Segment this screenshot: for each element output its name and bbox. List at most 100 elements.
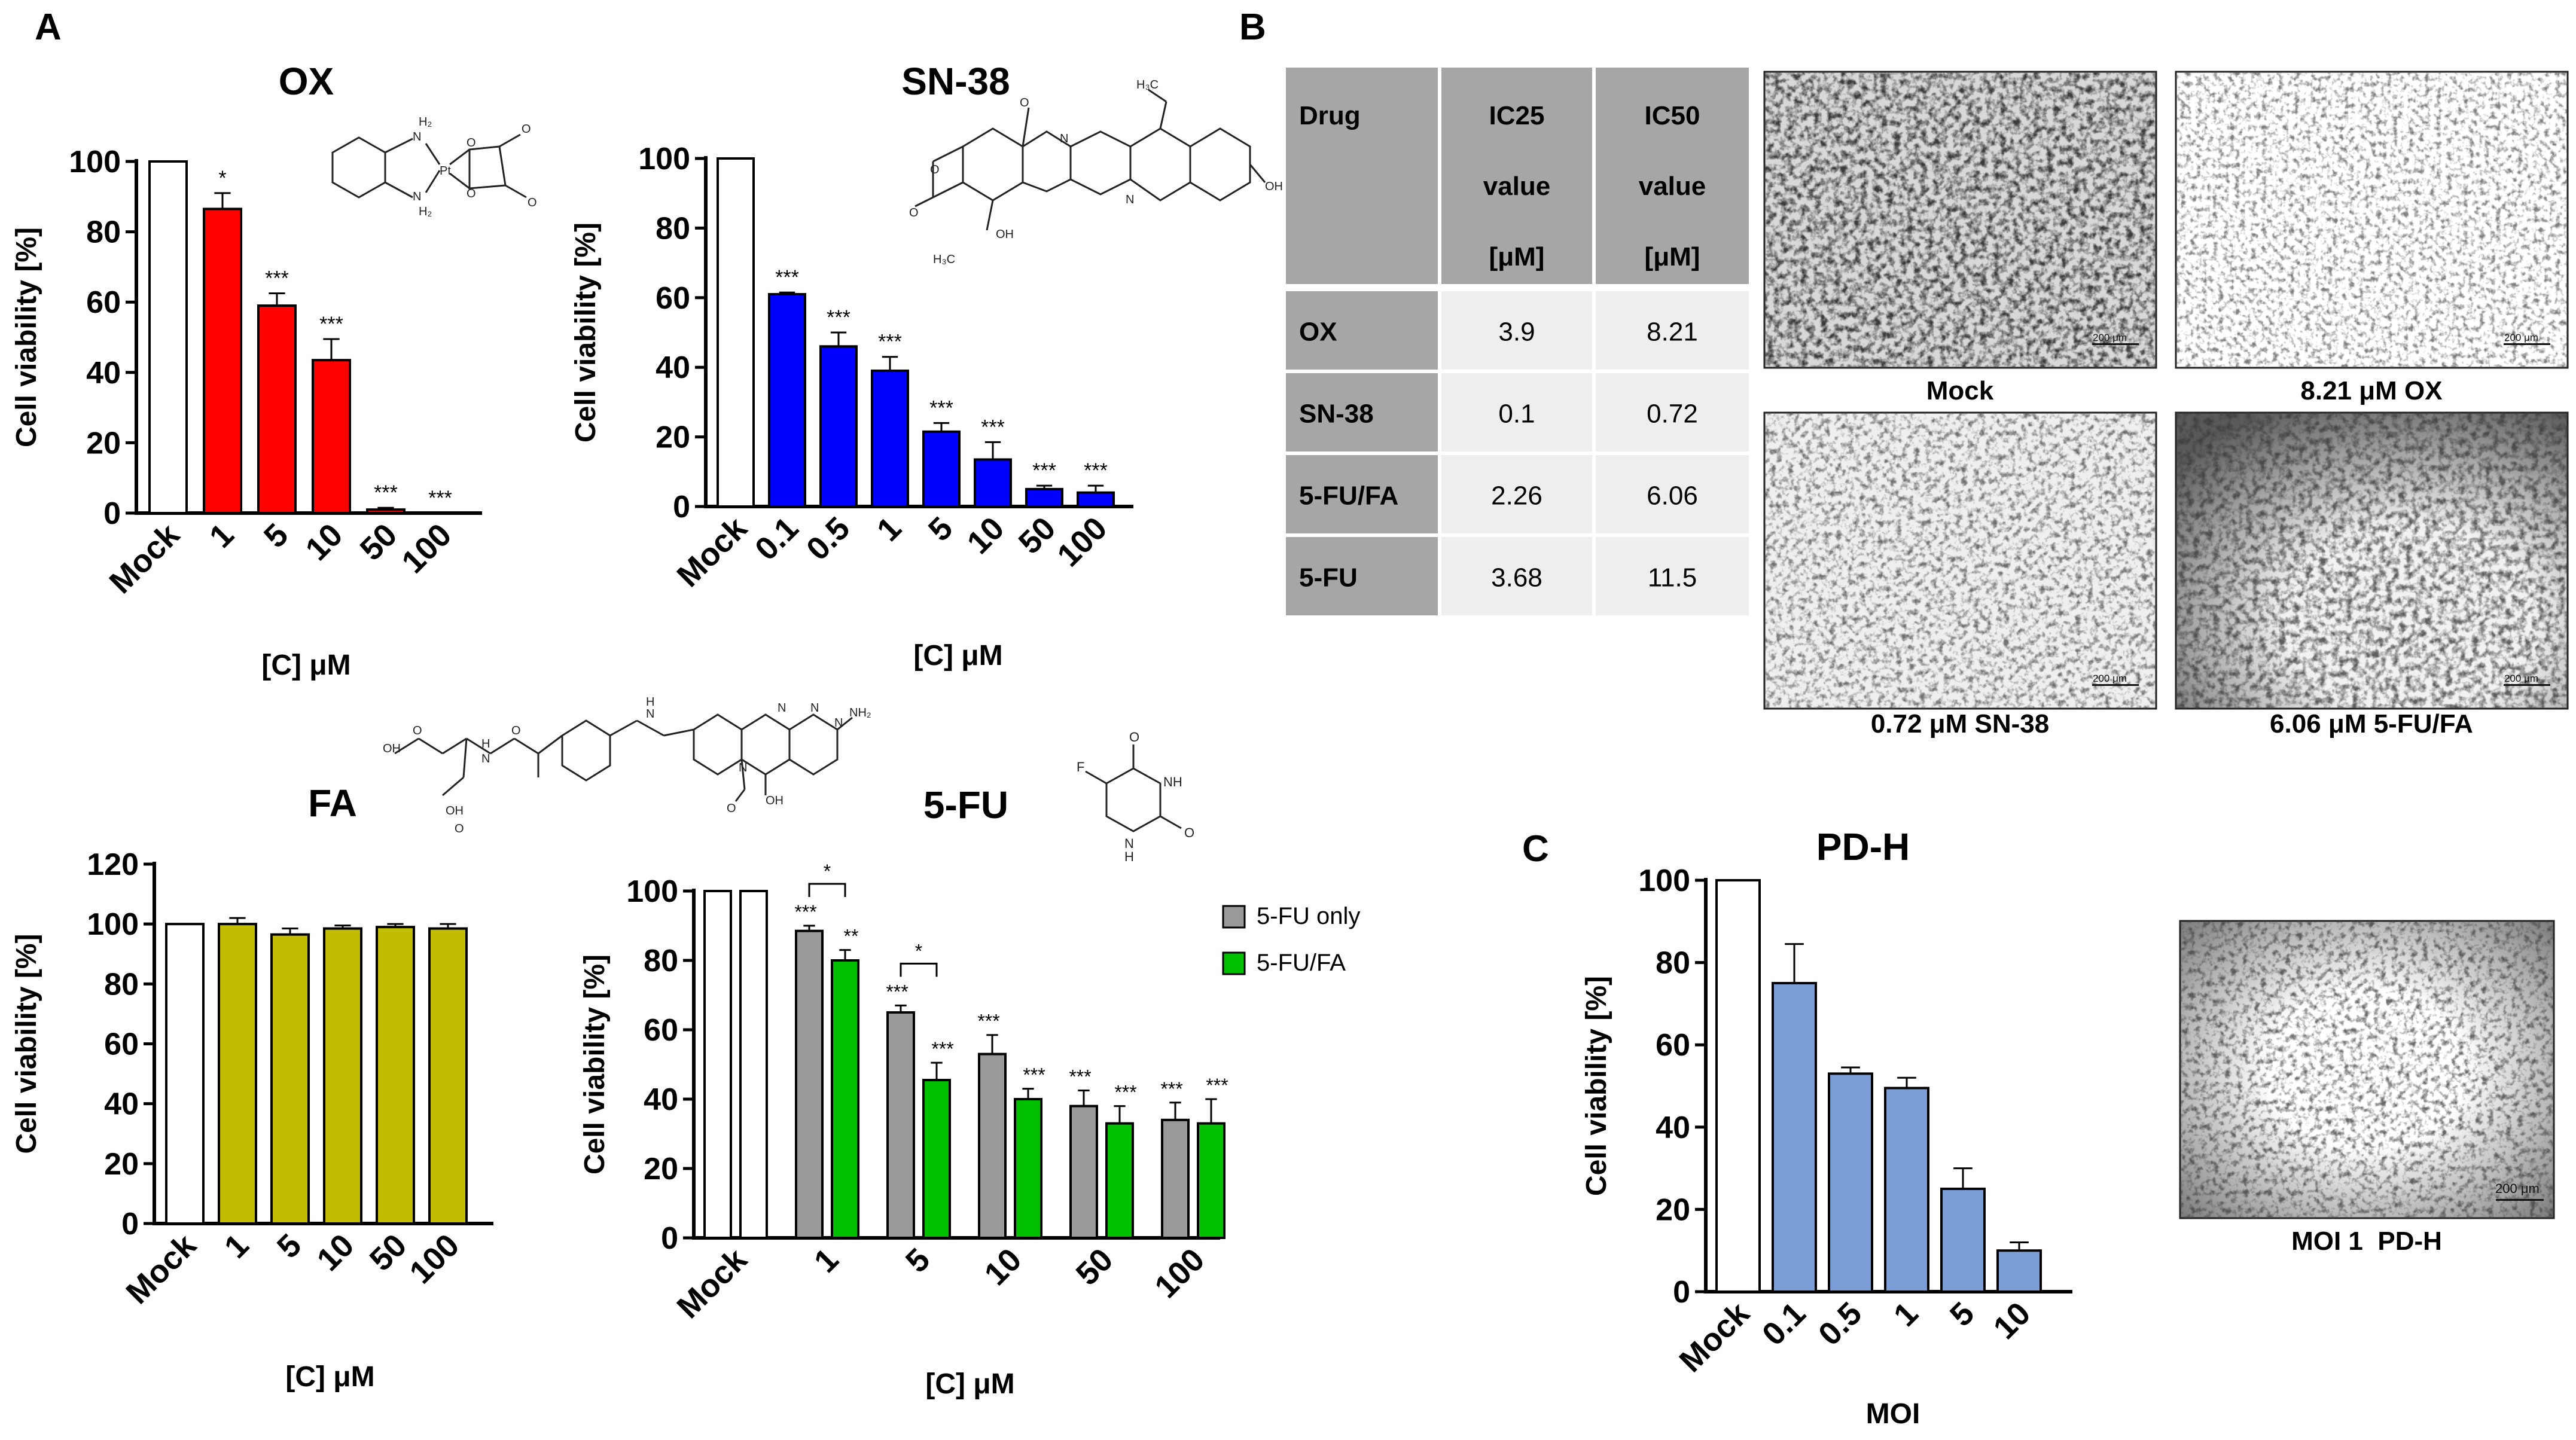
table-header-cell — [1596, 68, 1749, 284]
bar — [1715, 879, 1761, 1293]
bar — [795, 929, 824, 1239]
x-tick-label: 0.1 — [748, 510, 806, 568]
svg-text:H: H — [646, 695, 654, 709]
bar — [768, 292, 806, 508]
significance-label: *** — [1069, 1066, 1091, 1088]
y-tick-label: 80 — [104, 967, 139, 1002]
y-tick-label: 60 — [1656, 1028, 1690, 1063]
chart-title: FA — [308, 782, 357, 825]
y-tick-label: 0 — [121, 1207, 139, 1241]
y-axis-title: Cell viability [%] — [579, 954, 611, 1174]
micrograph-caption: Mock — [1926, 376, 1994, 405]
y-tick-label: 100 — [1638, 864, 1690, 898]
comparison-label: * — [824, 861, 831, 882]
significance-label: *** — [1023, 1064, 1045, 1086]
svg-text:H: H — [1124, 849, 1134, 864]
comparison-bracket — [808, 883, 846, 897]
svg-text:OH: OH — [996, 228, 1014, 241]
table-header-text: [μM] — [1645, 242, 1700, 271]
table-cell-text: 2.26 — [1491, 481, 1542, 511]
significance-label: * — [218, 167, 226, 190]
table-cell-text: 3.9 — [1498, 318, 1535, 347]
table-cell — [1286, 537, 1438, 615]
bar — [717, 157, 755, 508]
significance-label: *** — [878, 331, 902, 353]
panel-label-c: C — [1522, 828, 1549, 870]
bar — [978, 1052, 1007, 1239]
table-cell — [1441, 373, 1592, 451]
svg-text:N: N — [413, 130, 421, 144]
bar — [1069, 1105, 1098, 1239]
significance-label: *** — [977, 1011, 999, 1032]
svg-text:N: N — [739, 761, 747, 774]
y-tick-label: 40 — [644, 1082, 678, 1117]
y-tick-label: 0 — [673, 490, 690, 524]
svg-text:H: H — [481, 737, 490, 750]
bar — [819, 345, 858, 508]
significance-label: *** — [827, 306, 850, 329]
table-header-text: IC50 — [1645, 101, 1700, 130]
bar — [366, 508, 406, 514]
y-tick-label: 60 — [104, 1027, 139, 1062]
y-tick-label: 20 — [86, 426, 121, 460]
svg-text:O: O — [455, 822, 464, 835]
panel-label-b: B — [1239, 7, 1266, 48]
bar — [270, 933, 310, 1225]
svg-text:O: O — [1020, 96, 1029, 109]
bar — [922, 1079, 951, 1239]
oxaliplatin-structure — [331, 133, 527, 199]
x-tick-label: 5 — [270, 1227, 309, 1265]
y-axis-title: Cell viability [%] — [570, 222, 602, 443]
x-tick-label: 0.5 — [1812, 1295, 1869, 1353]
ic-table: Drug IC25 value [μM] IC50 value [μM] OX 3.9 8.21 S… — [1286, 68, 1749, 615]
legend-swatch — [1222, 905, 1246, 929]
significance-label: *** — [931, 1038, 953, 1060]
legend-label: 5-FU/FA — [1257, 950, 1346, 976]
fluorouracil-atoms: O F NH O NH — [1077, 730, 1194, 864]
svg-text:O: O — [930, 163, 940, 176]
y-tick-label: 100 — [87, 907, 139, 942]
table-cell-text: OX — [1299, 318, 1337, 347]
folinic-acid-structure — [394, 713, 853, 802]
fluorouracil-structure — [1085, 745, 1182, 832]
sn38-atoms: O N N OH H₃C O O OH H₃C — [909, 78, 1283, 266]
bar — [886, 1011, 915, 1239]
table-header-cell — [1286, 68, 1438, 284]
significance-label: ** — [844, 926, 859, 947]
y-tick-label: 80 — [656, 211, 690, 246]
micrograph-caption: MOI 1 PD-H — [2291, 1227, 2442, 1256]
x-tick-label: 10 — [299, 517, 350, 568]
significance-label: *** — [1032, 459, 1056, 482]
table-header-text: value — [1483, 172, 1551, 201]
legend-label: 5-FU only — [1257, 903, 1360, 929]
svg-text:O: O — [467, 136, 476, 150]
significance-label: *** — [794, 901, 816, 923]
x-tick-label: 5 — [1943, 1295, 1981, 1334]
svg-text:O: O — [511, 724, 521, 737]
scale-bar-label: 200 μm — [2495, 1181, 2540, 1196]
significance-label: *** — [1084, 459, 1108, 482]
bar — [1077, 491, 1115, 508]
table-header-text: [μM] — [1489, 242, 1545, 271]
significance-label: *** — [1114, 1082, 1136, 1103]
table-cell-text: 8.21 — [1647, 318, 1698, 347]
svg-text:N: N — [1124, 836, 1134, 851]
micrograph-5fu-fa: 200 μm — [2175, 411, 2569, 710]
table-header-cell — [1441, 68, 1592, 284]
y-tick-label: 20 — [1656, 1192, 1690, 1227]
x-tick-label: 100 — [395, 517, 458, 580]
bar — [871, 370, 909, 508]
y-axis-title: Cell viability [%] — [11, 227, 42, 447]
svg-text:O: O — [528, 196, 537, 209]
y-tick-label: 40 — [104, 1087, 139, 1122]
svg-text:N: N — [810, 701, 819, 715]
x-axis-title: [C] μM — [913, 640, 1002, 672]
micrograph-mock: 200 μm — [1763, 71, 2157, 369]
y-tick-label: 80 — [86, 215, 121, 250]
bar — [376, 926, 415, 1225]
micrograph-caption: 6.06 μM 5-FU/FA — [2270, 709, 2473, 739]
y-tick-label: 0 — [103, 496, 121, 531]
chart-title: SN-38 — [901, 60, 1010, 103]
